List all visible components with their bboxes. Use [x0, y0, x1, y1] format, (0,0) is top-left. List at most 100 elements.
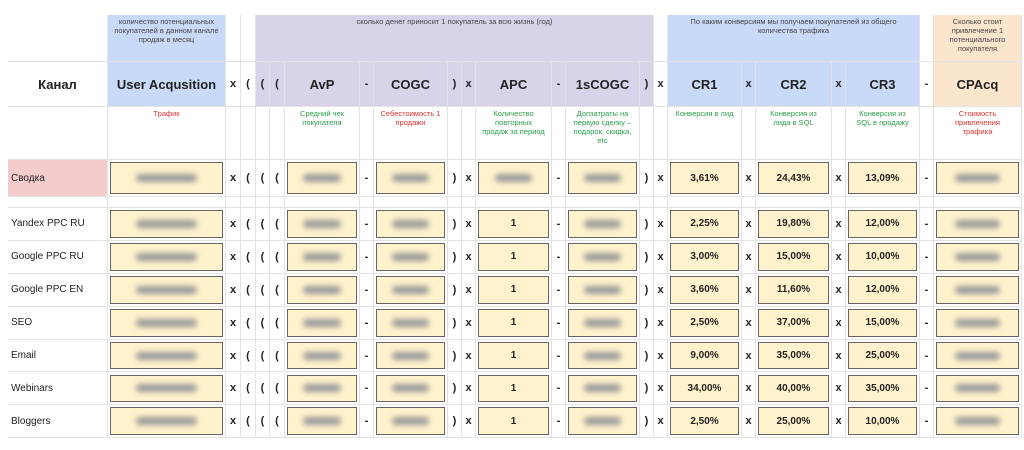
operator: ) — [448, 339, 462, 373]
blurred-value — [392, 351, 429, 360]
channel-name: Google PPC RU — [8, 240, 108, 274]
operator: ( — [241, 273, 256, 307]
value-cell: 10,00% — [848, 242, 917, 271]
cell — [108, 273, 226, 307]
group-header: количество потенциальных покупателей в д… — [108, 15, 226, 62]
column-header: AvP — [285, 62, 360, 107]
cell: 2,50% — [668, 306, 742, 340]
operator: ( — [256, 306, 270, 340]
operator: - — [552, 339, 566, 373]
operator: ) — [448, 372, 462, 406]
operator: - — [360, 208, 374, 241]
operator: - — [552, 208, 566, 241]
cell — [108, 160, 226, 197]
value-cell — [376, 162, 445, 194]
operator: ( — [256, 160, 270, 197]
value-cell: 19,80% — [758, 210, 829, 238]
cell — [108, 372, 226, 406]
blurred-value — [584, 285, 621, 294]
blurred-value — [135, 252, 198, 261]
operator: x — [462, 405, 476, 439]
cell — [360, 197, 374, 208]
operator: - — [920, 306, 934, 340]
cell — [448, 197, 462, 208]
operator: - — [552, 306, 566, 340]
cell — [108, 197, 226, 208]
value-cell: 10,00% — [848, 407, 917, 436]
cell: 1 — [476, 208, 552, 241]
cell — [374, 240, 448, 274]
operator: - — [360, 273, 374, 307]
cell: 24,43% — [756, 160, 832, 197]
blurred-value — [392, 318, 429, 327]
operator: x — [832, 339, 846, 373]
cell: 12,00% — [846, 208, 920, 241]
blurred-value — [584, 351, 621, 360]
blurred-value — [392, 174, 429, 182]
description: Конверсия в лид — [668, 107, 742, 160]
value-cell — [568, 374, 637, 403]
channel-name: SEO — [8, 306, 108, 340]
value-cell — [376, 275, 445, 304]
operator: x — [832, 62, 846, 107]
blurred-value — [955, 384, 1000, 393]
cell — [654, 15, 668, 62]
blurred-value — [955, 219, 1000, 228]
cell — [241, 107, 256, 160]
cell — [285, 208, 360, 241]
cell — [920, 15, 934, 62]
cell: 10,00% — [846, 405, 920, 439]
value-cell — [110, 242, 223, 271]
cell: 10,00% — [846, 240, 920, 274]
operator: ( — [270, 240, 285, 274]
group-header: сколько денег приносит 1 покупатель за в… — [256, 15, 654, 62]
operator: ) — [448, 160, 462, 197]
value-cell — [936, 407, 1019, 436]
cell: 3,00% — [668, 240, 742, 274]
cell — [566, 273, 640, 307]
operator: ) — [640, 240, 654, 274]
operator: x — [832, 208, 846, 241]
value-cell — [376, 242, 445, 271]
cell — [654, 197, 668, 208]
operator: - — [360, 160, 374, 197]
cell — [742, 197, 756, 208]
value-cell: 1 — [478, 242, 549, 271]
cell: 3,61% — [668, 160, 742, 197]
value-cell — [568, 308, 637, 337]
operator: x — [832, 372, 846, 406]
description: Средний чек покупателя — [285, 107, 360, 160]
operator: x — [832, 240, 846, 274]
cell — [566, 208, 640, 241]
operator: - — [552, 240, 566, 274]
value-cell — [287, 341, 357, 370]
operator: ( — [241, 160, 256, 197]
cell — [8, 197, 108, 208]
description: Конверсия из лида в SQL — [756, 107, 832, 160]
cell — [285, 405, 360, 439]
cell — [374, 208, 448, 241]
operator: x — [654, 208, 668, 241]
cell — [448, 107, 462, 160]
cell — [108, 208, 226, 241]
cell — [285, 306, 360, 340]
operator: ( — [270, 405, 285, 439]
operator: ) — [448, 240, 462, 274]
cell — [374, 339, 448, 373]
operator: x — [654, 405, 668, 439]
value-cell — [287, 210, 357, 238]
cell: 19,80% — [756, 208, 832, 241]
column-header: CR2 — [756, 62, 832, 107]
operator: ) — [448, 306, 462, 340]
channel-name: Bloggers — [8, 405, 108, 439]
cell: 1 — [476, 372, 552, 406]
value-cell — [568, 341, 637, 370]
operator: x — [654, 240, 668, 274]
value-cell — [376, 374, 445, 403]
value-cell: 35,00% — [758, 341, 829, 370]
blurred-value — [303, 219, 341, 228]
value-cell: 35,00% — [848, 374, 917, 403]
cell — [934, 197, 1022, 208]
cell — [374, 405, 448, 439]
